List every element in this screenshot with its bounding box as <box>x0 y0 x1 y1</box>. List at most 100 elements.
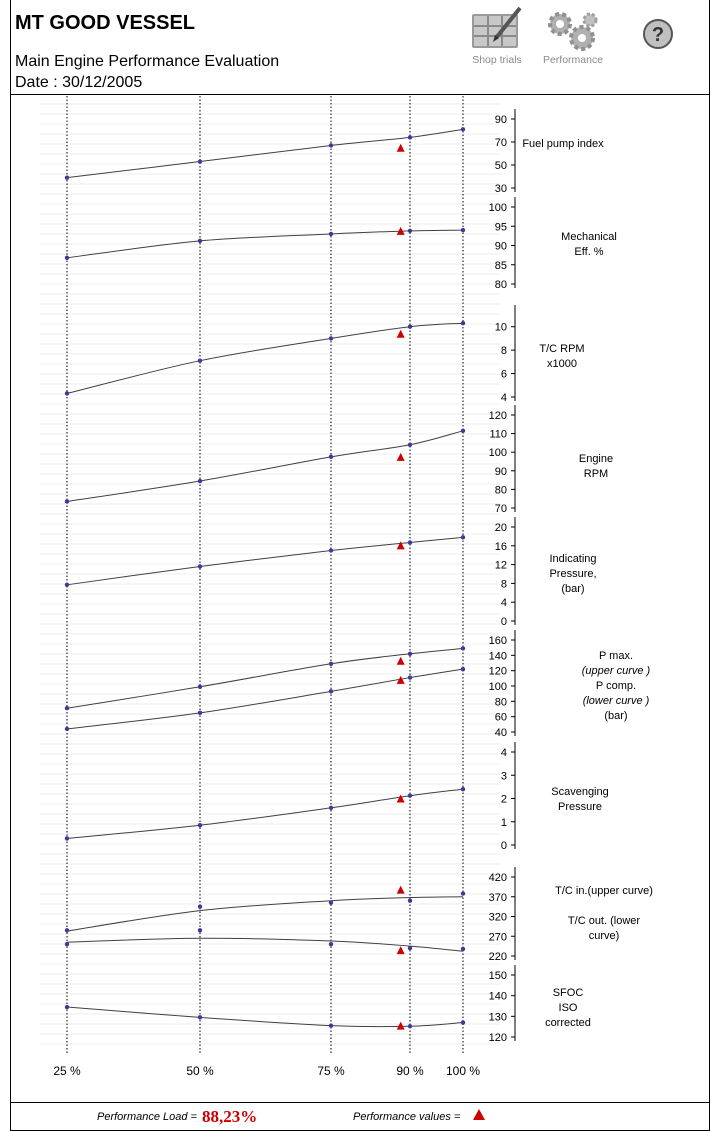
panel-label: Engine <box>579 453 613 465</box>
help-button[interactable]: ? <box>620 4 694 70</box>
panel-label: (lower curve ) <box>583 695 650 707</box>
panel-label: SFOC <box>553 987 584 999</box>
performance-marker <box>396 675 405 684</box>
data-point <box>64 706 70 711</box>
data-point <box>64 391 70 396</box>
panel-label: Fuel pump index <box>522 138 604 150</box>
svg-text:?: ? <box>652 24 664 46</box>
panel-label: Pressure, <box>549 568 596 580</box>
data-point <box>197 684 203 689</box>
panel-label: Mechanical <box>561 231 617 243</box>
panel-label: curve) <box>589 930 620 942</box>
panel-label: Indicating <box>549 553 596 565</box>
data-point <box>328 143 334 148</box>
data-point <box>197 358 203 363</box>
performance-marker <box>396 946 405 955</box>
y-tick-label: 60 <box>495 712 507 724</box>
y-tick-label: 90 <box>495 241 507 253</box>
performance-load-label: Performance Load = <box>97 1111 197 1123</box>
series-curve <box>66 1006 464 1028</box>
panel-label: x1000 <box>547 358 577 370</box>
y-tick-label: 4 <box>501 392 507 404</box>
data-point <box>328 548 334 553</box>
y-tick-label: 140 <box>489 650 507 662</box>
y-tick-label: 220 <box>489 951 507 963</box>
performance-marker <box>396 794 405 803</box>
performance-marker <box>396 1021 405 1030</box>
data-point <box>328 1023 334 1028</box>
y-tick-label: 130 <box>489 1011 507 1023</box>
series-curve <box>66 430 464 502</box>
performance-marker <box>396 226 405 235</box>
panel-label: corrected <box>545 1017 591 1029</box>
shop-trials-label: Shop trials <box>472 54 522 66</box>
series-curve <box>66 668 464 730</box>
y-tick-label: 110 <box>489 429 507 441</box>
data-point <box>197 1015 203 1020</box>
shop-trials-button[interactable]: Shop trials <box>460 4 534 70</box>
data-point <box>328 336 334 341</box>
data-point <box>407 228 413 234</box>
performance-button[interactable]: Performance <box>536 4 610 70</box>
data-point <box>460 127 466 132</box>
x-tick-label: 90 % <box>396 1064 424 1078</box>
data-point <box>460 1020 466 1025</box>
data-point <box>64 582 70 588</box>
panel-label: (bar) <box>561 583 584 595</box>
data-point <box>197 238 203 244</box>
y-tick-label: 420 <box>489 872 507 884</box>
data-point <box>197 928 203 933</box>
series-curve <box>66 322 464 394</box>
y-tick-label: 16 <box>495 541 507 553</box>
y-tick-label: 80 <box>495 279 507 291</box>
performance-label: Performance <box>542 54 604 66</box>
data-point <box>328 805 334 810</box>
vessel-name: MT GOOD VESSEL <box>15 12 196 34</box>
data-point <box>460 227 466 233</box>
performance-marker <box>396 452 405 461</box>
panel-label: T/C RPM <box>539 343 584 355</box>
data-point <box>407 540 413 545</box>
y-tick-label: 85 <box>495 260 507 272</box>
data-point <box>197 710 203 716</box>
y-tick-label: 370 <box>489 892 507 904</box>
data-point <box>407 135 413 140</box>
data-point <box>407 898 413 903</box>
data-point <box>328 689 334 694</box>
data-point <box>460 946 466 952</box>
panel-label: T/C in.(upper curve) <box>555 885 653 897</box>
performance-marker <box>396 885 405 894</box>
data-point <box>328 454 334 460</box>
gears-icon <box>548 12 598 51</box>
y-tick-label: 140 <box>489 991 507 1003</box>
data-point <box>407 793 413 798</box>
y-tick-label: 150 <box>489 970 507 982</box>
panel-label: Scavenging <box>551 786 609 798</box>
data-point <box>407 675 413 680</box>
window-frame <box>10 0 710 1131</box>
y-tick-label: 0 <box>501 616 507 628</box>
data-point <box>407 324 413 329</box>
y-tick-label: 20 <box>495 522 507 534</box>
y-tick-label: 8 <box>501 578 507 590</box>
performance-marker <box>396 143 405 152</box>
y-tick-label: 3 <box>501 770 507 782</box>
performance-values-label: Performance values = <box>353 1111 461 1123</box>
y-tick-label: 160 <box>489 635 507 647</box>
data-point <box>64 1004 70 1010</box>
series-curve <box>66 229 464 259</box>
data-point <box>64 726 70 732</box>
performance-marker <box>396 541 405 550</box>
data-point <box>328 900 334 905</box>
y-tick-label: 50 <box>495 160 507 172</box>
data-point <box>460 535 466 540</box>
data-point <box>328 231 334 237</box>
y-tick-label: 8 <box>501 345 507 357</box>
panel-label: (bar) <box>604 710 627 722</box>
data-point <box>197 823 203 828</box>
y-tick-label: 2 <box>501 794 507 806</box>
data-point <box>64 928 70 933</box>
data-point <box>460 646 466 651</box>
panel-label: (upper curve ) <box>582 665 651 677</box>
